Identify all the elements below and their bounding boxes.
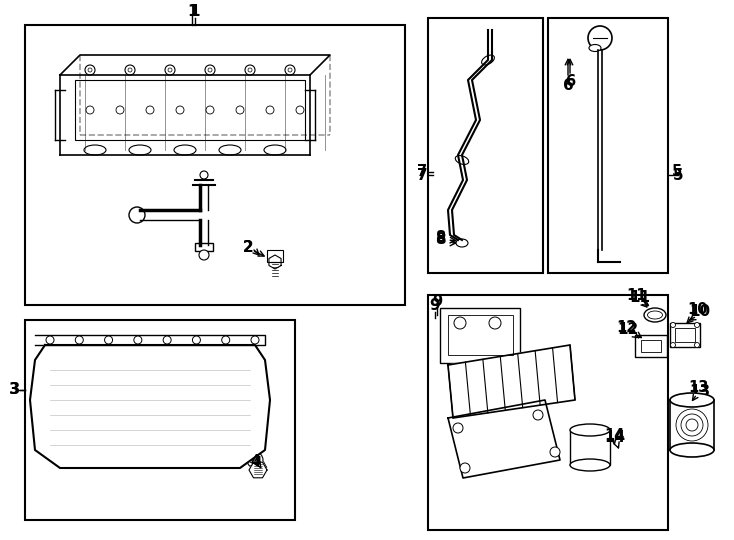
Polygon shape (448, 345, 575, 418)
Text: 2: 2 (243, 240, 253, 254)
Text: 6: 6 (565, 75, 575, 90)
Ellipse shape (589, 44, 601, 51)
Text: 10: 10 (688, 302, 708, 318)
Bar (25, 320, 295, 520)
Circle shape (205, 65, 215, 75)
Text: 11: 11 (630, 291, 650, 306)
Circle shape (670, 342, 675, 348)
Circle shape (163, 336, 171, 344)
Ellipse shape (570, 459, 610, 471)
Text: 12: 12 (617, 322, 639, 338)
Circle shape (200, 171, 208, 179)
Circle shape (247, 452, 263, 468)
Text: 11: 11 (627, 288, 647, 303)
Text: 9: 9 (432, 294, 442, 309)
Text: 9: 9 (429, 299, 440, 314)
Bar (25, 25, 405, 305)
Bar (570, 430, 610, 465)
Text: 2: 2 (243, 240, 253, 255)
Bar (548, 18, 668, 273)
Circle shape (489, 317, 501, 329)
Bar (635, 335, 667, 357)
Circle shape (454, 317, 466, 329)
Circle shape (134, 336, 142, 344)
Circle shape (533, 410, 543, 420)
Polygon shape (30, 345, 270, 468)
Bar (670, 400, 714, 450)
Text: 8: 8 (435, 233, 446, 247)
Text: 12: 12 (617, 321, 637, 335)
Text: 3: 3 (9, 382, 19, 397)
Circle shape (104, 336, 112, 344)
Circle shape (285, 65, 295, 75)
Ellipse shape (570, 424, 610, 436)
Bar (75, 80, 305, 140)
Text: 14: 14 (604, 430, 625, 445)
Circle shape (694, 322, 700, 327)
Polygon shape (448, 400, 560, 478)
Ellipse shape (670, 393, 714, 407)
Text: 13: 13 (689, 384, 711, 400)
Circle shape (222, 336, 230, 344)
Circle shape (129, 207, 145, 223)
Bar (641, 340, 661, 352)
Bar (675, 328, 695, 342)
Text: 14: 14 (604, 428, 624, 442)
Circle shape (199, 250, 209, 260)
Text: 7: 7 (417, 165, 427, 179)
Circle shape (125, 65, 135, 75)
Circle shape (670, 322, 675, 327)
Ellipse shape (482, 55, 495, 65)
Text: 3: 3 (9, 382, 19, 397)
Text: 5: 5 (672, 165, 682, 179)
Text: 8: 8 (435, 231, 445, 246)
Circle shape (588, 26, 612, 50)
Circle shape (192, 336, 200, 344)
Ellipse shape (670, 443, 714, 457)
Ellipse shape (264, 145, 286, 155)
Circle shape (251, 336, 259, 344)
Circle shape (453, 423, 463, 433)
Ellipse shape (455, 156, 469, 165)
Bar (195, 243, 213, 251)
Bar (267, 250, 283, 262)
Text: 7: 7 (417, 167, 427, 183)
Bar (440, 308, 520, 363)
Ellipse shape (174, 145, 196, 155)
Circle shape (245, 65, 255, 75)
Ellipse shape (129, 145, 151, 155)
Text: 13: 13 (688, 381, 708, 395)
Text: 1: 1 (187, 3, 197, 18)
Ellipse shape (219, 145, 241, 155)
Bar (448, 315, 513, 355)
Circle shape (460, 463, 470, 473)
Ellipse shape (456, 239, 468, 247)
Circle shape (694, 342, 700, 348)
Circle shape (550, 447, 560, 457)
Polygon shape (35, 335, 265, 345)
Text: 4: 4 (252, 456, 262, 470)
Circle shape (85, 65, 95, 75)
Ellipse shape (644, 308, 666, 322)
Bar (428, 18, 543, 273)
Text: 1: 1 (190, 4, 200, 19)
Text: 4: 4 (250, 455, 260, 469)
Bar (428, 295, 668, 530)
Circle shape (165, 65, 175, 75)
Text: 10: 10 (689, 305, 711, 320)
Polygon shape (249, 462, 267, 478)
Text: 5: 5 (672, 167, 683, 183)
Circle shape (46, 336, 54, 344)
Ellipse shape (84, 145, 106, 155)
Bar (670, 323, 700, 347)
Text: 6: 6 (563, 78, 573, 92)
Circle shape (76, 336, 83, 344)
